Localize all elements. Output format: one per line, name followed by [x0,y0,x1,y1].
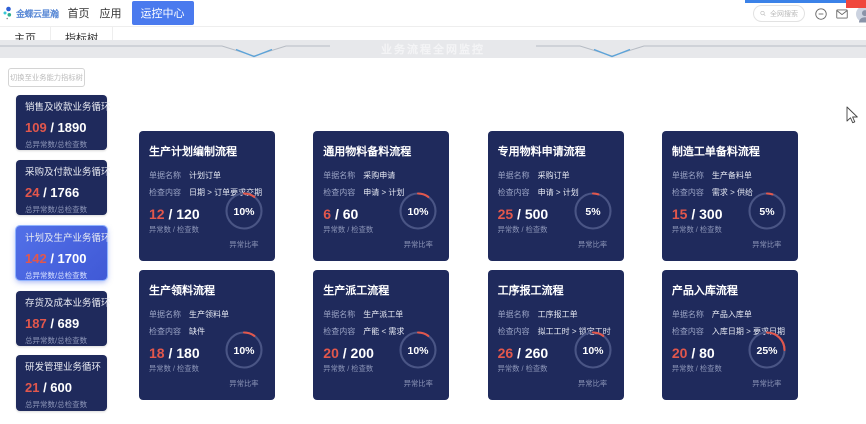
svg-text:5%: 5% [585,206,601,218]
svg-text:10%: 10% [408,206,430,218]
svg-text:10%: 10% [233,345,255,357]
svg-text:10%: 10% [408,345,430,357]
svg-text:10%: 10% [582,345,604,357]
svg-text:10%: 10% [233,206,255,218]
svg-text:5%: 5% [759,206,775,218]
svg-text:25%: 25% [756,345,778,357]
